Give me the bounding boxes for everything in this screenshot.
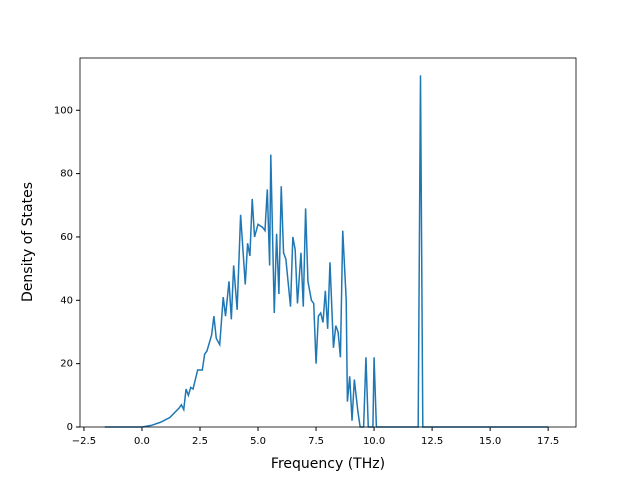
y-tick-label: 0 bbox=[67, 422, 73, 433]
y-tick-label: 60 bbox=[60, 232, 73, 243]
y-axis-label: Density of States bbox=[20, 182, 36, 302]
x-tick-label: 5.0 bbox=[250, 436, 266, 447]
x-tick-label: 17.5 bbox=[537, 436, 559, 447]
x-tick-label: 15.0 bbox=[479, 436, 501, 447]
line bbox=[104, 75, 549, 428]
x-tick-label: 2.5 bbox=[192, 436, 208, 447]
x-axis-label: Frequency (THz) bbox=[271, 456, 385, 472]
x-tick-label: 7.5 bbox=[308, 436, 324, 447]
x-tick-label: 10.0 bbox=[363, 436, 385, 447]
y-tick-label: 80 bbox=[60, 169, 73, 180]
x-tick-label: −2.5 bbox=[72, 436, 96, 447]
y-tick-label: 40 bbox=[60, 295, 73, 306]
y-tick-label: 100 bbox=[54, 105, 73, 116]
x-tick-label: 0.0 bbox=[134, 436, 150, 447]
y-tick-label: 20 bbox=[60, 359, 73, 370]
x-tick-label: 12.5 bbox=[421, 436, 443, 447]
plot-frame bbox=[79, 57, 577, 428]
